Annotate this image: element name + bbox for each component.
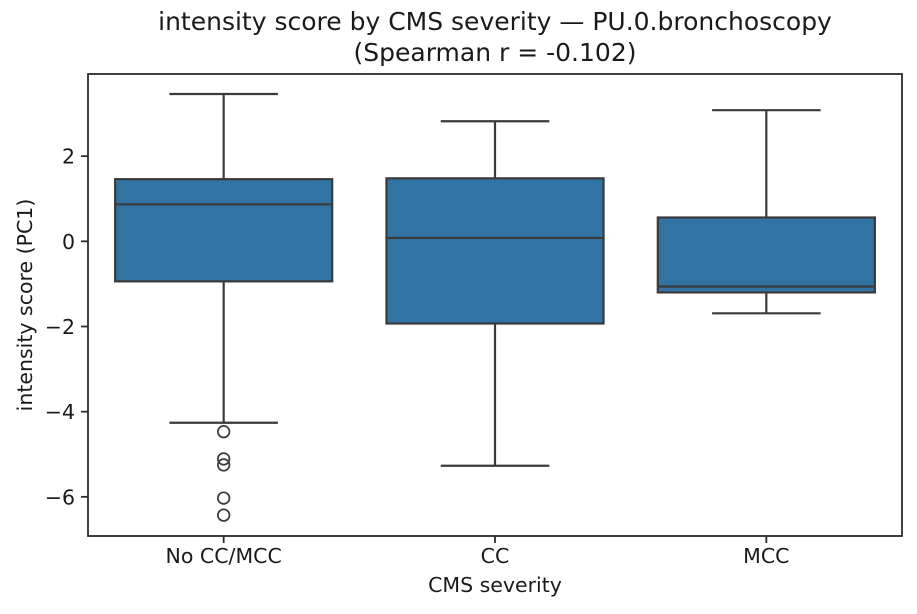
chart-title-line2: (Spearman r = -0.102) [353,38,637,67]
outlier-point [217,491,231,505]
x-tick-label: No CC/MCC [166,544,282,568]
chart-title: intensity score by CMS severity — PU.0.b… [88,6,902,68]
x-tick-label: MCC [743,544,789,568]
box [114,178,334,283]
outlier-point [217,458,231,472]
y-tick-label: −6 [45,485,75,509]
box [385,177,605,325]
outlier-point [217,425,231,439]
y-tick-label: −4 [45,400,75,424]
y-axis-label: intensity score (PC1) [13,198,37,412]
y-tick-label: 0 [62,230,75,254]
outlier-point [217,452,231,466]
y-tick-label: −2 [45,315,75,339]
outlier-point [217,508,231,522]
x-tick-label: CC [481,544,510,568]
x-axis-label: CMS severity [428,573,562,597]
chart-title-line1: intensity score by CMS severity — PU.0.b… [158,7,832,36]
y-tick-label: 2 [62,145,75,169]
box [656,216,876,294]
